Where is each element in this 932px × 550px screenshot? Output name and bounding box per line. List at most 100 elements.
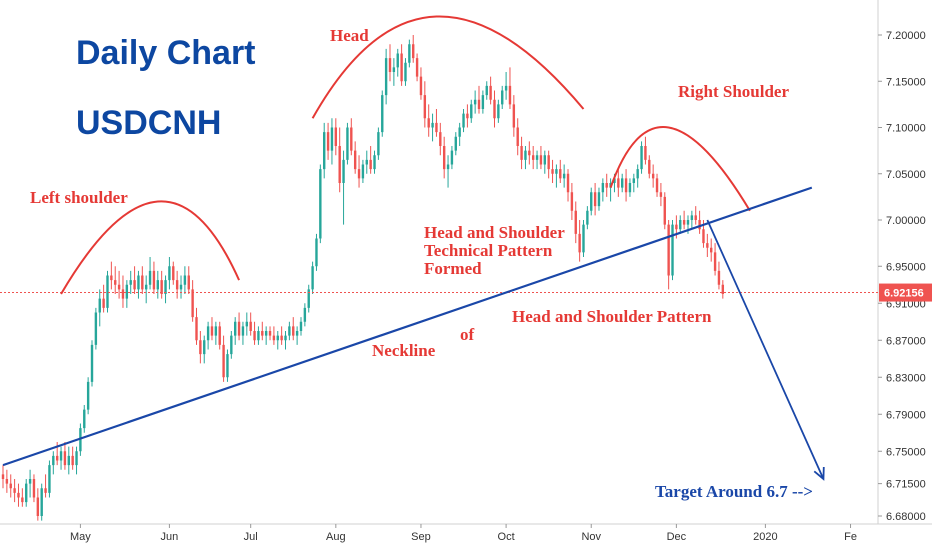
candle bbox=[187, 266, 190, 294]
candle bbox=[636, 164, 639, 188]
pattern-text-line-2: Technical Pattern bbox=[424, 241, 553, 260]
candle-body bbox=[315, 238, 318, 267]
candle bbox=[698, 210, 701, 234]
candle-body bbox=[508, 85, 512, 105]
candle-body bbox=[67, 455, 70, 466]
candle bbox=[590, 187, 593, 216]
candle-body bbox=[412, 44, 415, 59]
candle bbox=[694, 206, 697, 225]
candle-body bbox=[624, 178, 628, 193]
candle-body bbox=[307, 289, 310, 308]
candle bbox=[160, 270, 163, 299]
candle bbox=[512, 95, 516, 137]
candle-body bbox=[218, 326, 221, 345]
candle bbox=[396, 48, 399, 77]
candle bbox=[501, 85, 504, 109]
candle-body bbox=[90, 344, 94, 382]
y-tick-label: 6.75000 bbox=[886, 446, 926, 458]
candle-body bbox=[446, 164, 450, 170]
candle-body bbox=[299, 321, 303, 331]
of-label: of bbox=[460, 325, 475, 344]
candle bbox=[272, 326, 276, 345]
candle-body bbox=[284, 335, 287, 341]
candle-body bbox=[71, 455, 74, 466]
candle bbox=[671, 220, 674, 281]
x-tick-label: Oct bbox=[498, 531, 515, 543]
candle-body bbox=[179, 284, 183, 290]
candle bbox=[28, 469, 32, 498]
candle-body bbox=[431, 122, 434, 128]
y-tick-label: 6.68000 bbox=[886, 511, 926, 523]
candle bbox=[9, 474, 12, 498]
candle-body bbox=[276, 335, 279, 341]
candle-body bbox=[694, 215, 697, 220]
candle-body bbox=[83, 409, 86, 429]
x-tick-label: 2020 bbox=[753, 531, 777, 543]
candle-body bbox=[524, 150, 527, 160]
candle bbox=[230, 331, 233, 359]
candle bbox=[442, 136, 446, 179]
candle-body bbox=[593, 192, 597, 207]
candle bbox=[617, 169, 620, 197]
candle bbox=[679, 215, 682, 234]
candle-body bbox=[55, 455, 59, 461]
neckline-line bbox=[2, 186, 813, 467]
candle-body bbox=[249, 321, 252, 331]
candle bbox=[148, 257, 152, 290]
candle-body bbox=[369, 159, 372, 170]
candle bbox=[504, 72, 508, 100]
candle-body bbox=[384, 58, 388, 96]
y-tick-label: 7.10000 bbox=[886, 123, 926, 135]
candle-body bbox=[86, 381, 90, 410]
candle bbox=[137, 270, 140, 299]
candle-body bbox=[578, 233, 581, 253]
candle bbox=[446, 155, 450, 188]
candle-body bbox=[547, 155, 550, 170]
candle-body bbox=[570, 192, 574, 211]
candle-body bbox=[520, 146, 523, 160]
candle-body bbox=[679, 220, 682, 230]
candle bbox=[276, 331, 279, 350]
candle-body bbox=[106, 275, 109, 308]
candle-body bbox=[597, 192, 601, 207]
candle bbox=[427, 104, 430, 137]
candle bbox=[172, 261, 175, 285]
candle-body bbox=[268, 331, 272, 336]
candle-body bbox=[129, 280, 132, 285]
candle-body bbox=[28, 479, 32, 484]
x-tick-label: May bbox=[70, 531, 91, 543]
candle bbox=[257, 326, 260, 345]
candle-body bbox=[628, 183, 632, 193]
candle-body bbox=[408, 44, 411, 63]
candle bbox=[566, 169, 570, 202]
candle bbox=[717, 261, 721, 290]
candle bbox=[210, 317, 214, 341]
candle-body bbox=[110, 275, 113, 281]
candle bbox=[342, 150, 345, 225]
left-shoulder-label: Left shoulder bbox=[30, 188, 128, 207]
candle-body bbox=[156, 280, 159, 290]
candle bbox=[334, 118, 338, 156]
candle bbox=[597, 187, 601, 211]
candle bbox=[52, 451, 55, 475]
pattern-overlays bbox=[2, 15, 825, 481]
candle bbox=[485, 81, 488, 100]
candle-body bbox=[377, 132, 380, 156]
candle-body bbox=[663, 196, 666, 225]
candle bbox=[214, 321, 218, 345]
candle-body bbox=[466, 113, 469, 119]
candle-body bbox=[75, 451, 78, 466]
candle bbox=[226, 349, 229, 382]
candle bbox=[63, 442, 67, 470]
candle-body bbox=[439, 132, 442, 146]
candle-body bbox=[504, 85, 508, 91]
candle-body bbox=[144, 284, 148, 290]
candle bbox=[13, 479, 16, 503]
candle bbox=[369, 146, 372, 174]
candle-body bbox=[361, 164, 365, 179]
chart-title: Daily Chart bbox=[76, 34, 256, 72]
candle-body bbox=[295, 331, 299, 336]
candle-body bbox=[303, 307, 307, 322]
candlestick-series bbox=[1, 35, 725, 521]
candle-body bbox=[172, 266, 175, 281]
